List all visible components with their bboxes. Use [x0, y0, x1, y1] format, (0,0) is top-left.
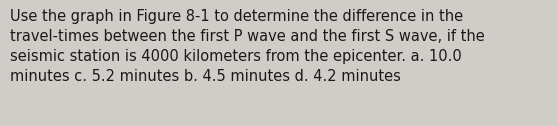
Text: Use the graph in Figure 8-1 to determine the difference in the
travel-times betw: Use the graph in Figure 8-1 to determine… [10, 9, 485, 84]
